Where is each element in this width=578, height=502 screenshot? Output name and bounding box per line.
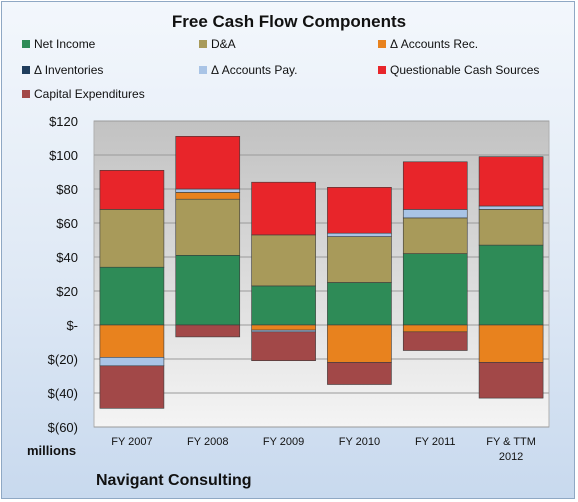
bar-segment-capital-expenditures: [175, 324, 241, 338]
legend-swatch: [22, 90, 30, 98]
bar-segment-questionable-cash-sources: [402, 161, 468, 210]
y-tick-label: $(20): [48, 352, 78, 367]
bar-segment-capital-expenditures: [327, 362, 392, 385]
bar-segment-net-income: [99, 266, 165, 326]
legend-item: Capital Expenditures: [22, 87, 145, 101]
y-tick-label: $-: [66, 318, 78, 333]
bar-segment-questionable-cash-sources: [175, 136, 241, 190]
y-tick-label: $60: [56, 216, 78, 231]
bar-segment-accounts-rec: [99, 324, 165, 358]
bar-segment-accounts-rec: [327, 324, 392, 363]
bar-segment-accounts-rec: [251, 324, 316, 331]
bar-segment-net-income: [478, 244, 544, 326]
bar-segment-questionable-cash-sources: [251, 181, 316, 236]
bar-segment-accounts-pay: [175, 188, 241, 193]
plot-background: [93, 120, 550, 428]
bar-segment-capital-expenditures: [251, 331, 316, 361]
legend-item: Δ Accounts Pay.: [199, 63, 298, 77]
bar-segment-net-income: [327, 282, 392, 326]
x-tick-label: FY 2011: [415, 436, 456, 448]
legend-label: Net Income: [34, 37, 96, 51]
y-tick-label: $(40): [48, 386, 78, 401]
bar-segment-d-a: [99, 209, 165, 268]
x-tick-label: FY 2008: [187, 436, 228, 448]
y-tick-label: $20: [56, 284, 78, 299]
y-tick-label: $100: [49, 148, 78, 163]
bar-segment-capital-expenditures: [478, 362, 544, 399]
bar-segment-d-a: [402, 217, 468, 254]
bar-segment-accounts-rec: [478, 324, 544, 363]
y-tick-label: $(60): [48, 420, 78, 435]
bar-segment-accounts-rec: [402, 324, 468, 333]
bar-segment-d-a: [251, 234, 316, 287]
x-tick-label: FY 2010: [339, 436, 380, 448]
bar-segment-capital-expenditures: [99, 365, 165, 409]
y-tick-label: $40: [56, 250, 78, 265]
bar-segment-accounts-pay: [99, 356, 165, 367]
bar-segment-accounts-pay: [327, 232, 392, 237]
legend-label: Δ Accounts Pay.: [211, 63, 298, 77]
legend-swatch: [22, 40, 30, 48]
bar-segment-accounts-pay: [402, 209, 468, 219]
x-tick-label: FY 2009: [263, 436, 304, 448]
bar-segment-d-a: [327, 236, 392, 283]
legend-swatch: [378, 66, 386, 74]
y-tick-label: $80: [56, 182, 78, 197]
bar-segment-questionable-cash-sources: [478, 156, 544, 207]
legend-swatch: [22, 66, 30, 74]
legend-item: Net Income: [22, 37, 95, 51]
legend-item: Δ Accounts Rec.: [378, 37, 478, 51]
x-tick-label: FY & TTM 2012: [486, 436, 536, 463]
legend-swatch: [199, 40, 207, 48]
legend-label: Δ Accounts Rec.: [390, 37, 479, 51]
bar-segment-net-income: [402, 253, 468, 326]
legend-label: Δ Inventories: [34, 63, 104, 77]
chart-title: Free Cash Flow Components: [171, 12, 407, 31]
bar-segment-net-income: [251, 285, 316, 326]
bar-segment-d-a: [175, 198, 241, 256]
legend-label: Capital Expenditures: [34, 87, 145, 101]
bar-segment-d-a: [478, 209, 544, 246]
x-tick-label: FY 2007: [111, 436, 152, 448]
legend-swatch: [378, 40, 386, 48]
y-tick-label: $120: [49, 114, 78, 129]
legend-item: D&A: [199, 37, 236, 51]
bar-segment-questionable-cash-sources: [99, 170, 165, 210]
bar-segment-accounts-pay: [478, 205, 544, 210]
company-label: Navigant Consulting: [96, 472, 252, 489]
bar-segment-questionable-cash-sources: [327, 187, 392, 234]
bar-segment-accounts-rec: [175, 192, 241, 200]
legend-label: D&A: [211, 37, 236, 51]
legend-item: Δ Inventories: [22, 63, 103, 77]
bar-segment-net-income: [175, 255, 241, 326]
legend-item: Questionable Cash Sources: [378, 63, 539, 77]
legend-label: Questionable Cash Sources: [390, 63, 540, 77]
legend-swatch: [199, 66, 207, 74]
y-units-label: millions: [27, 443, 77, 458]
bar-segment-capital-expenditures: [402, 331, 468, 351]
